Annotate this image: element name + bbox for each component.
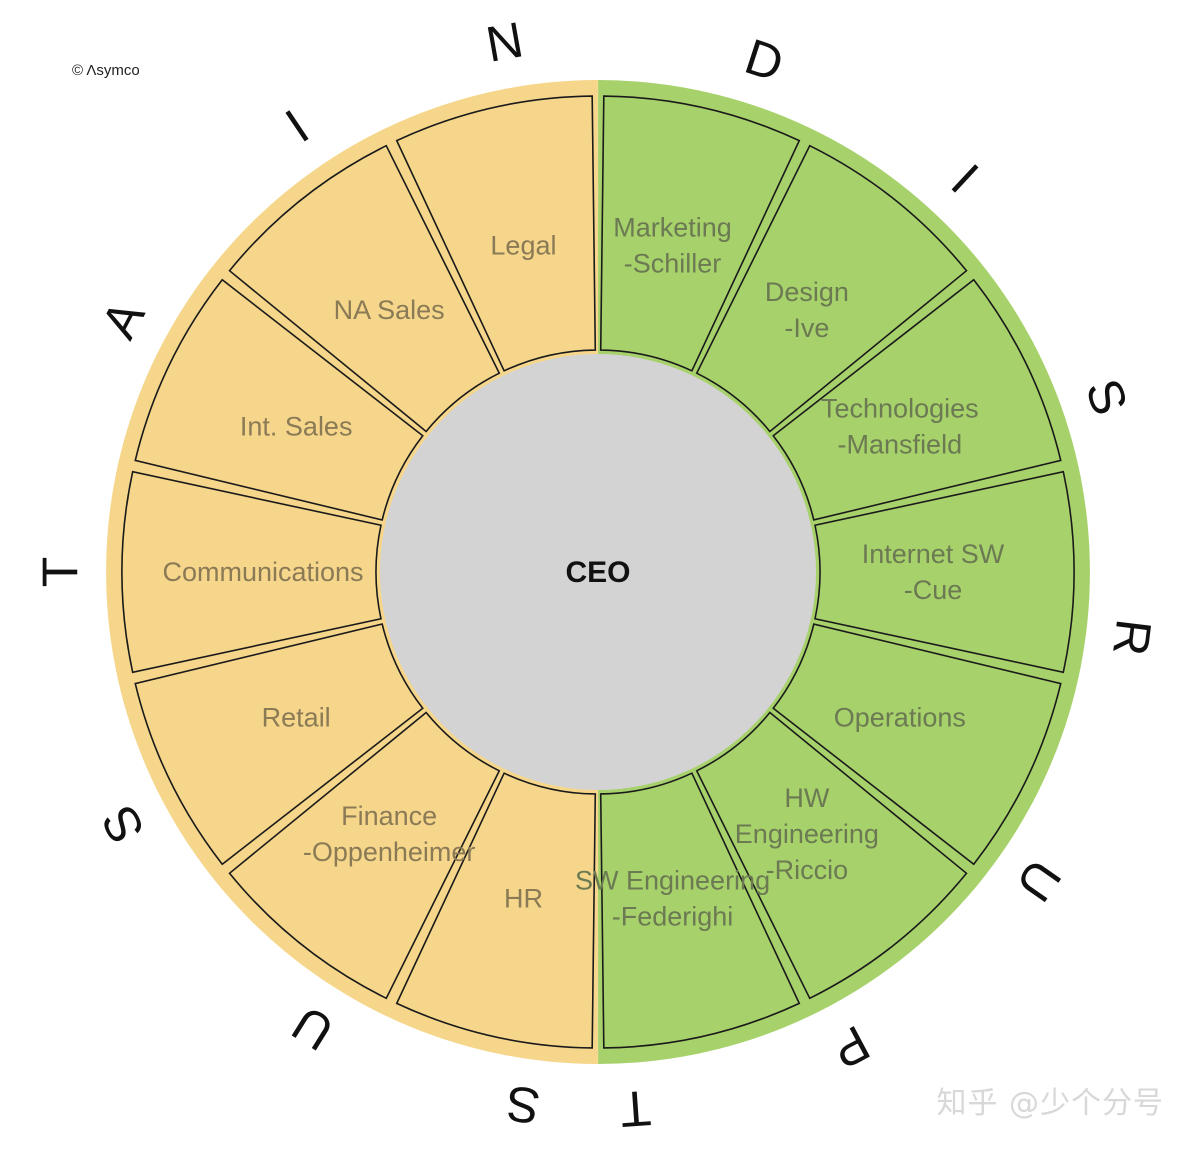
right-segment-label-6: HW Engineering -Riccio [735, 783, 879, 885]
right-segment-6[interactable] [695, 711, 968, 1000]
left-segment-7[interactable] [395, 95, 597, 372]
left-segment-1[interactable] [395, 772, 597, 1049]
ring-letter-sustaining-2: U [283, 995, 343, 1062]
left-segment-label-5: Int. Sales [240, 412, 353, 442]
left-segment-3[interactable] [134, 623, 424, 866]
left-segment-4[interactable] [121, 470, 382, 674]
department-labels: Marketing -Schiller Design -Ive Technologies… [162, 212, 1004, 931]
left-segment-label-7: Legal [490, 230, 556, 260]
right-segment-7[interactable] [599, 772, 801, 1049]
ceo-circle [380, 354, 816, 790]
left-segment-2[interactable] [228, 711, 501, 1000]
ring-letter-sustaining-3: S [90, 797, 155, 853]
ring-letter-disruptive-7: T [618, 1080, 652, 1138]
ring-letter-disruptive-3: S [1075, 372, 1139, 422]
ring-letter-sustaining-6: I [276, 99, 319, 153]
right-segment-label-3: Technologies -Mansfield [821, 394, 979, 460]
right-segment-label-5: Operations [834, 702, 966, 732]
right-segment-3[interactable] [772, 278, 1062, 521]
left-segment-label-1: HR [504, 884, 543, 914]
ring-letter-sustaining-1: S [503, 1075, 544, 1135]
ring-letter-disruptive-4: R [1102, 616, 1162, 659]
right-segment-4[interactable] [814, 470, 1075, 674]
ring-letter-disruptive-2: I [941, 153, 989, 203]
left-segment-5[interactable] [134, 278, 424, 521]
left-segment-label-3: Retail [262, 702, 331, 732]
left-segment-label-2: Finance -Oppenheimer [303, 801, 476, 867]
right-segment-1[interactable] [599, 95, 801, 372]
ring-letter-sustaining-5: A [90, 291, 155, 347]
ring-letter-disruptive-5: U [1005, 850, 1072, 912]
right-segment-5[interactable] [772, 623, 1062, 866]
ring-letter-disruptive-1: D [738, 28, 790, 92]
left-segment-label-4: Communications [162, 557, 363, 587]
ring-letter-sustaining-4: T [32, 557, 88, 588]
ring-letter-sustaining-7: N [482, 11, 527, 72]
watermark-text: 知乎 @少个分号 [936, 1086, 1164, 1121]
ceo-label: CEO [565, 556, 630, 589]
right-segment-label-2: Design -Ive [765, 277, 849, 343]
left-segment-6[interactable] [228, 144, 501, 433]
department-segments [121, 95, 1075, 1049]
ring-letter-disruptive-6: P [823, 1014, 879, 1079]
copyright-notice: © Λsymco [72, 62, 140, 79]
right-segment-label-1: Marketing -Schiller [613, 212, 732, 278]
right-segment-2[interactable] [695, 144, 968, 433]
left-segment-label-6: NA Sales [334, 295, 445, 325]
right-segment-label-7: SW Engineering -Federighi [575, 866, 770, 932]
right-segment-label-4: Internet SW -Cue [862, 539, 1005, 605]
